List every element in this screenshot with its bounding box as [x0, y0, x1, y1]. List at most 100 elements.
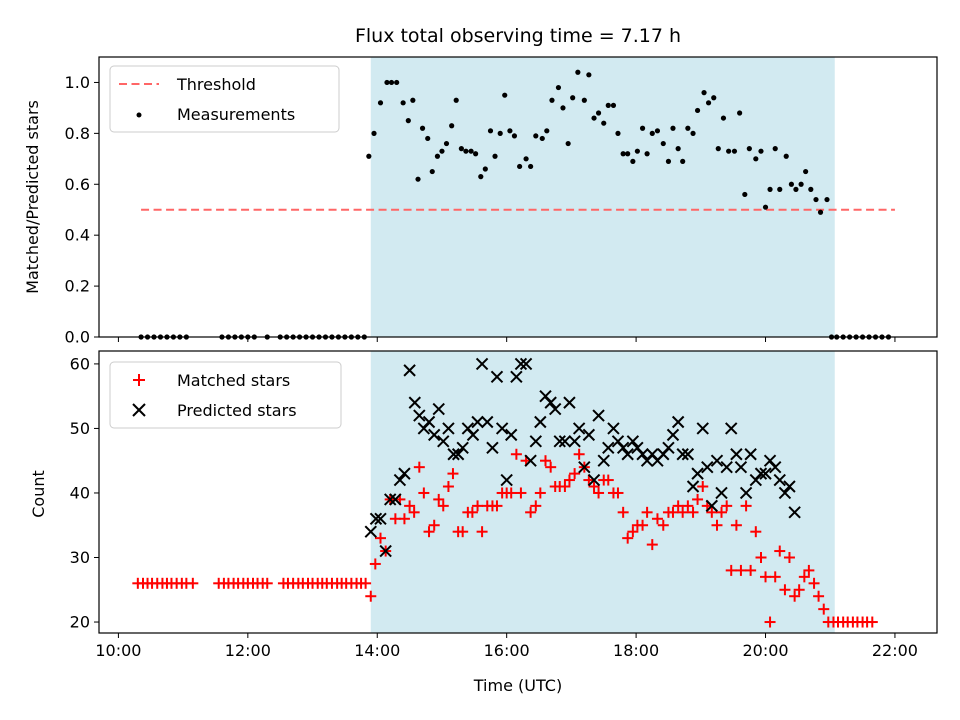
- predicted-star-stroke: [710, 454, 724, 467]
- predicted-star-stroke: [621, 448, 634, 461]
- predicted-star-stroke: [379, 544, 392, 558]
- predicted-star-point: [572, 422, 586, 435]
- measurement-point: [492, 153, 498, 159]
- predicted-star-point: [447, 448, 460, 461]
- predicted-star-point: [769, 460, 782, 474]
- predicted-star-stroke: [393, 473, 407, 487]
- measurement-point: [772, 146, 778, 152]
- predicted-star-stroke: [456, 441, 469, 455]
- measurement-point: [502, 92, 508, 98]
- measurement-point: [742, 191, 748, 198]
- predicted-star-stroke: [587, 473, 601, 487]
- predicted-star-stroke: [403, 364, 416, 377]
- predicted-star-stroke: [539, 389, 552, 403]
- matched-star-point: [466, 506, 478, 518]
- x-tick-label: 16:00: [484, 641, 530, 660]
- x-tick-label: 18:00: [613, 641, 659, 660]
- predicted-star-point: [374, 512, 387, 525]
- predicted-star-stroke: [582, 428, 596, 442]
- matched-star-point: [457, 526, 469, 538]
- measurement-point: [581, 97, 587, 103]
- measurement-point: [777, 186, 783, 192]
- predicted-star-point: [597, 454, 610, 467]
- legend-measurements-swatch: [136, 112, 142, 118]
- matched-star-point: [646, 539, 658, 551]
- matched-star-point: [515, 487, 527, 499]
- predicted-star-point: [730, 448, 743, 461]
- predicted-star-stroke: [383, 493, 397, 506]
- predicted-star-point: [534, 415, 547, 429]
- legend-matched-swatch: [133, 374, 145, 386]
- predicted-star-point: [671, 415, 685, 429]
- matched-star-point: [583, 474, 595, 486]
- predicted-star-stroke: [447, 448, 460, 461]
- predicted-star-stroke: [754, 467, 768, 480]
- measurement-point: [586, 72, 592, 78]
- measurement-point: [544, 128, 550, 134]
- y-tick-label: 30: [70, 548, 90, 567]
- measurement-point: [482, 166, 488, 172]
- matched-star-point: [540, 455, 552, 467]
- predicted-star-point: [582, 428, 596, 442]
- legend-measurements-label: Measurements: [177, 105, 295, 124]
- predicted-star-stroke: [534, 415, 547, 429]
- predicted-star-stroke: [607, 422, 620, 435]
- predicted-star-point: [592, 409, 605, 422]
- legend-matched-label: Matched stars: [177, 371, 290, 390]
- matched-star-point: [697, 481, 709, 493]
- matched-star-point: [706, 506, 718, 518]
- measurement-point: [746, 146, 752, 152]
- predicted-star-stroke: [666, 428, 680, 442]
- predicted-star-stroke: [519, 357, 533, 371]
- predicted-star-point: [490, 370, 504, 384]
- matched-star-point: [627, 526, 639, 538]
- predicted-star-stroke: [626, 435, 640, 448]
- observing-time-span: [370, 57, 835, 337]
- matched-star-point: [779, 584, 791, 596]
- measurement-point: [634, 148, 640, 154]
- matched-star-point: [740, 500, 752, 512]
- legend-bottom: Matched stars Predicted stars: [109, 361, 342, 429]
- predicted-star-point: [720, 460, 733, 474]
- predicted-star-stroke: [408, 396, 421, 409]
- predicted-star-point: [403, 364, 416, 377]
- predicted-star-stroke: [374, 512, 387, 525]
- matched-star-point: [692, 493, 704, 505]
- measurement-point: [497, 130, 503, 136]
- measurement-point: [405, 118, 411, 124]
- matched-star-point: [725, 564, 737, 576]
- measurement-point: [549, 97, 555, 103]
- predicted-star-point: [475, 357, 489, 371]
- predicted-star-stroke: [744, 448, 757, 461]
- matched-star-point: [735, 564, 747, 576]
- predicted-star-point: [602, 441, 615, 455]
- predicted-star-point: [636, 448, 649, 461]
- predicted-star-point: [529, 435, 543, 448]
- measurement-point: [690, 130, 696, 136]
- star-count-points: [132, 357, 878, 628]
- predicted-star-stroke: [490, 370, 504, 384]
- matched-star-point: [360, 577, 372, 589]
- y-tick-label: 0.4: [65, 226, 90, 245]
- predicted-star-stroke: [568, 435, 581, 448]
- predicted-star-point: [422, 415, 436, 429]
- matched-star-point: [721, 500, 733, 512]
- predicted-star-stroke: [549, 402, 562, 416]
- measurement-point: [711, 95, 717, 101]
- matched-star-point: [667, 506, 679, 518]
- matched-star-point: [813, 590, 825, 602]
- matched-star-point: [602, 474, 614, 486]
- matched-star-point: [760, 571, 772, 583]
- predicted-star-point: [495, 422, 509, 435]
- matched-star-point: [730, 519, 742, 531]
- matched-star-point: [413, 461, 425, 473]
- predicted-star-point: [621, 448, 634, 461]
- predicted-star-stroke: [369, 512, 383, 525]
- predicted-star-point: [705, 499, 719, 513]
- matched-star-point: [651, 513, 663, 525]
- predicted-star-stroke: [481, 415, 494, 429]
- y-tick-label: 0.2: [65, 277, 90, 296]
- y-axis-label-bottom: Count: [29, 470, 48, 518]
- measurement-point: [654, 128, 661, 134]
- measurement-point: [726, 148, 732, 154]
